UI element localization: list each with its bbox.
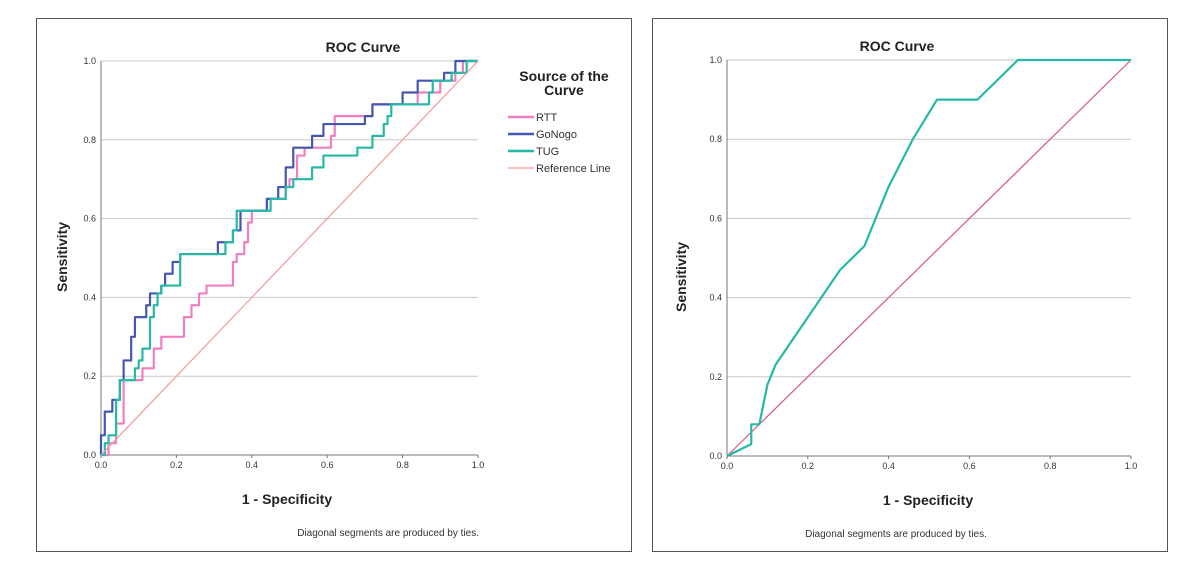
- y-tick-label: 0.0: [709, 451, 722, 461]
- x-tick-label: 0.8: [396, 460, 409, 470]
- y-tick-label: 0.4: [709, 293, 722, 303]
- legend-label: Reference Line: [536, 163, 611, 175]
- roc-chart-panel-left: ROC Curve 0.0 0.2 0.4 0.6 0.8 1.0 0.0 0.2 0.4 0.6…: [36, 18, 632, 552]
- x-tick-label: 0.0: [721, 461, 734, 471]
- x-tick-label: 1.0: [1125, 461, 1138, 471]
- x-tick-label: 0.0: [95, 460, 108, 470]
- x-axis-label: 1 - Specificity: [242, 491, 332, 507]
- legend-title-line: Source of the: [519, 68, 609, 84]
- x-tick-label: 0.4: [882, 461, 895, 471]
- x-tick-label: 0.6: [321, 460, 334, 470]
- roc-chart-panel-right: ROC Curve 0.0 0.2 0.4 0.6 0.8 1.0 0.0 0.2 0.4 0.6…: [652, 18, 1168, 552]
- y-tick-label: 0.8: [709, 134, 722, 144]
- y-tick-label: 0.8: [83, 135, 96, 145]
- y-tick-label: 0.2: [83, 371, 96, 381]
- series-line-roc: [726, 58, 1131, 457]
- y-tick-label: 0.4: [83, 292, 96, 302]
- x-tick-label: 0.2: [802, 461, 815, 471]
- roc-chart-right: ROC Curve 0.0 0.2 0.4 0.6 0.8 1.0 0.0 0.2 0.4 0.6…: [673, 38, 1137, 540]
- legend-title-line: Curve: [544, 82, 584, 98]
- legend-label: GoNogo: [536, 129, 577, 141]
- legend-label: TUG: [536, 146, 559, 158]
- roc-chart-left: ROC Curve 0.0 0.2 0.4 0.6 0.8 1.0 0.0 0.2 0.4 0.6…: [54, 39, 611, 539]
- x-axis-label: 1 - Specificity: [883, 492, 973, 508]
- legend-title: Source of the Curve: [519, 68, 609, 98]
- y-tick-label: 0.0: [83, 450, 96, 460]
- y-tick-label: 0.6: [83, 214, 96, 224]
- gridlines: [100, 60, 479, 458]
- x-tick-label: 0.6: [963, 461, 976, 471]
- series-lines: [726, 58, 1132, 457]
- x-tick-label: 0.4: [246, 460, 259, 470]
- tick-labels: 0.0 0.2 0.4 0.6 0.8 1.0 0.0 0.2 0.4 0.6 0.8 1.0: [83, 56, 484, 470]
- y-axis-label: Sensitivity: [673, 242, 689, 312]
- series-line-reference-line: [726, 59, 1132, 457]
- x-tick-label: 0.8: [1044, 461, 1057, 471]
- series-line-tug: [101, 59, 478, 457]
- gridlines: [726, 59, 1132, 459]
- footnote: Diagonal segments are produced by ties.: [297, 528, 479, 539]
- x-tick-label: 0.2: [170, 460, 183, 470]
- tick-labels: 0.0 0.2 0.4 0.6 0.8 1.0 0.0 0.2 0.4 0.6 0.8 1.0: [709, 55, 1137, 471]
- chart-title: ROC Curve: [326, 39, 401, 55]
- y-tick-label: 0.6: [709, 213, 722, 223]
- chart-title: ROC Curve: [860, 38, 935, 54]
- y-tick-label: 0.2: [709, 372, 722, 382]
- footnote: Diagonal segments are produced by ties.: [805, 529, 987, 540]
- series-line-reference-line: [100, 60, 479, 456]
- series-lines: [99, 59, 479, 457]
- y-axis-label: Sensitivity: [54, 222, 70, 292]
- y-tick-label: 1.0: [709, 55, 722, 65]
- y-tick-label: 1.0: [83, 56, 96, 66]
- x-tick-label: 1.0: [472, 460, 485, 470]
- legend: RTT GoNogo TUG Reference Line: [508, 112, 611, 175]
- legend-label: RTT: [536, 112, 557, 124]
